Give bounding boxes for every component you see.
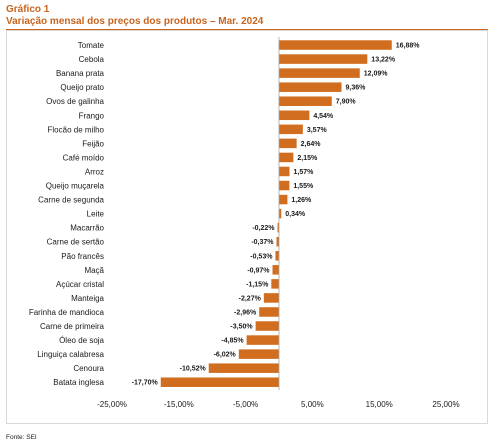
bar [279, 110, 310, 121]
data-label: -0,37% [251, 239, 274, 246]
bar [279, 68, 360, 78]
data-label: -3,50% [230, 324, 253, 331]
data-label: -1,15% [246, 281, 269, 288]
bar [160, 377, 279, 387]
data-label: 1,26% [291, 197, 312, 204]
bar [279, 180, 290, 191]
category-label: Queijo muçarela [46, 182, 105, 191]
category-label: Linguiça calabresa [37, 350, 104, 359]
category-label: Maçã [84, 266, 104, 275]
bar [279, 54, 368, 64]
x-tick-label: -15,00% [164, 400, 194, 409]
data-label: -4,85% [221, 338, 244, 345]
data-label: 2,64% [301, 141, 322, 148]
bar [277, 222, 279, 233]
x-tick-label: -5,00% [233, 400, 258, 409]
data-label: 7,90% [336, 99, 357, 106]
data-label: 16,88% [396, 43, 421, 50]
category-label: Arroz [85, 167, 104, 176]
category-label: Farinha de mandioca [29, 308, 105, 317]
data-label: -0,97% [247, 267, 270, 274]
bar [246, 335, 279, 345]
category-label: Carne de primeira [40, 322, 105, 331]
data-label: -6,02% [214, 352, 237, 359]
bar [279, 40, 392, 50]
category-label: Manteiga [71, 294, 104, 303]
bar [271, 279, 279, 289]
category-label: Cebola [79, 55, 105, 64]
category-label: Pão francês [61, 252, 104, 261]
data-label: 4,54% [313, 113, 334, 120]
bar [208, 363, 279, 373]
bar [279, 96, 332, 106]
chart-title: Variação mensal dos preços dos produtos … [6, 16, 264, 27]
bar [279, 138, 297, 149]
data-label: 0,34% [285, 211, 306, 218]
bar [238, 349, 279, 359]
data-label: 13,22% [371, 57, 396, 64]
data-label: -0,22% [252, 225, 275, 232]
category-label: Frango [79, 111, 105, 120]
title-underline [6, 29, 488, 30]
chart-label: Gráfico 1 [6, 4, 50, 15]
data-label: 1,55% [293, 183, 314, 190]
source-note: Fonte: SEI [6, 434, 37, 441]
bar [279, 208, 282, 219]
category-label: Feijão [82, 139, 104, 148]
category-label: Macarrão [70, 224, 104, 233]
data-label: 12,09% [364, 71, 389, 78]
category-label: Óleo de soja [59, 336, 104, 345]
category-label: Batata inglesa [53, 378, 104, 387]
bar [272, 265, 279, 275]
category-label: Banana prata [56, 69, 105, 78]
bar [279, 194, 288, 205]
data-label: 2,15% [297, 155, 318, 162]
category-label: Café moído [63, 153, 105, 162]
category-label: Carne de sertão [47, 238, 105, 247]
x-tick-label: 25,00% [432, 400, 459, 409]
category-label: Ovos de galinha [46, 97, 104, 106]
category-label: Leite [87, 210, 105, 219]
category-label: Carne de segunda [38, 196, 104, 205]
data-label: -2,27% [239, 295, 262, 302]
data-label: -10,52% [180, 366, 207, 373]
data-label: -2,96% [234, 309, 257, 316]
x-tick-label: -25,00% [97, 400, 127, 409]
data-label: -17,70% [132, 380, 159, 387]
x-tick-label: 15,00% [366, 400, 393, 409]
x-tick-label: 5,00% [301, 400, 324, 409]
bar [279, 152, 294, 163]
bar [255, 321, 279, 331]
bar [276, 236, 279, 247]
category-label: Cenoura [73, 364, 104, 373]
category-label: Queijo prato [60, 83, 104, 92]
bar [259, 307, 279, 317]
data-label: 3,57% [307, 127, 328, 134]
bar [263, 293, 279, 303]
category-label: Açúcar cristal [56, 280, 104, 289]
bar [279, 166, 290, 177]
bar [279, 82, 342, 92]
bar [275, 251, 279, 261]
data-label: -0,53% [250, 253, 273, 260]
data-label: 9,36% [346, 85, 367, 92]
bar [279, 124, 303, 135]
data-label: 1,57% [293, 169, 314, 176]
category-label: Flocão de milho [48, 125, 105, 134]
category-label: Tomate [78, 41, 105, 50]
chart-frame [6, 30, 488, 424]
